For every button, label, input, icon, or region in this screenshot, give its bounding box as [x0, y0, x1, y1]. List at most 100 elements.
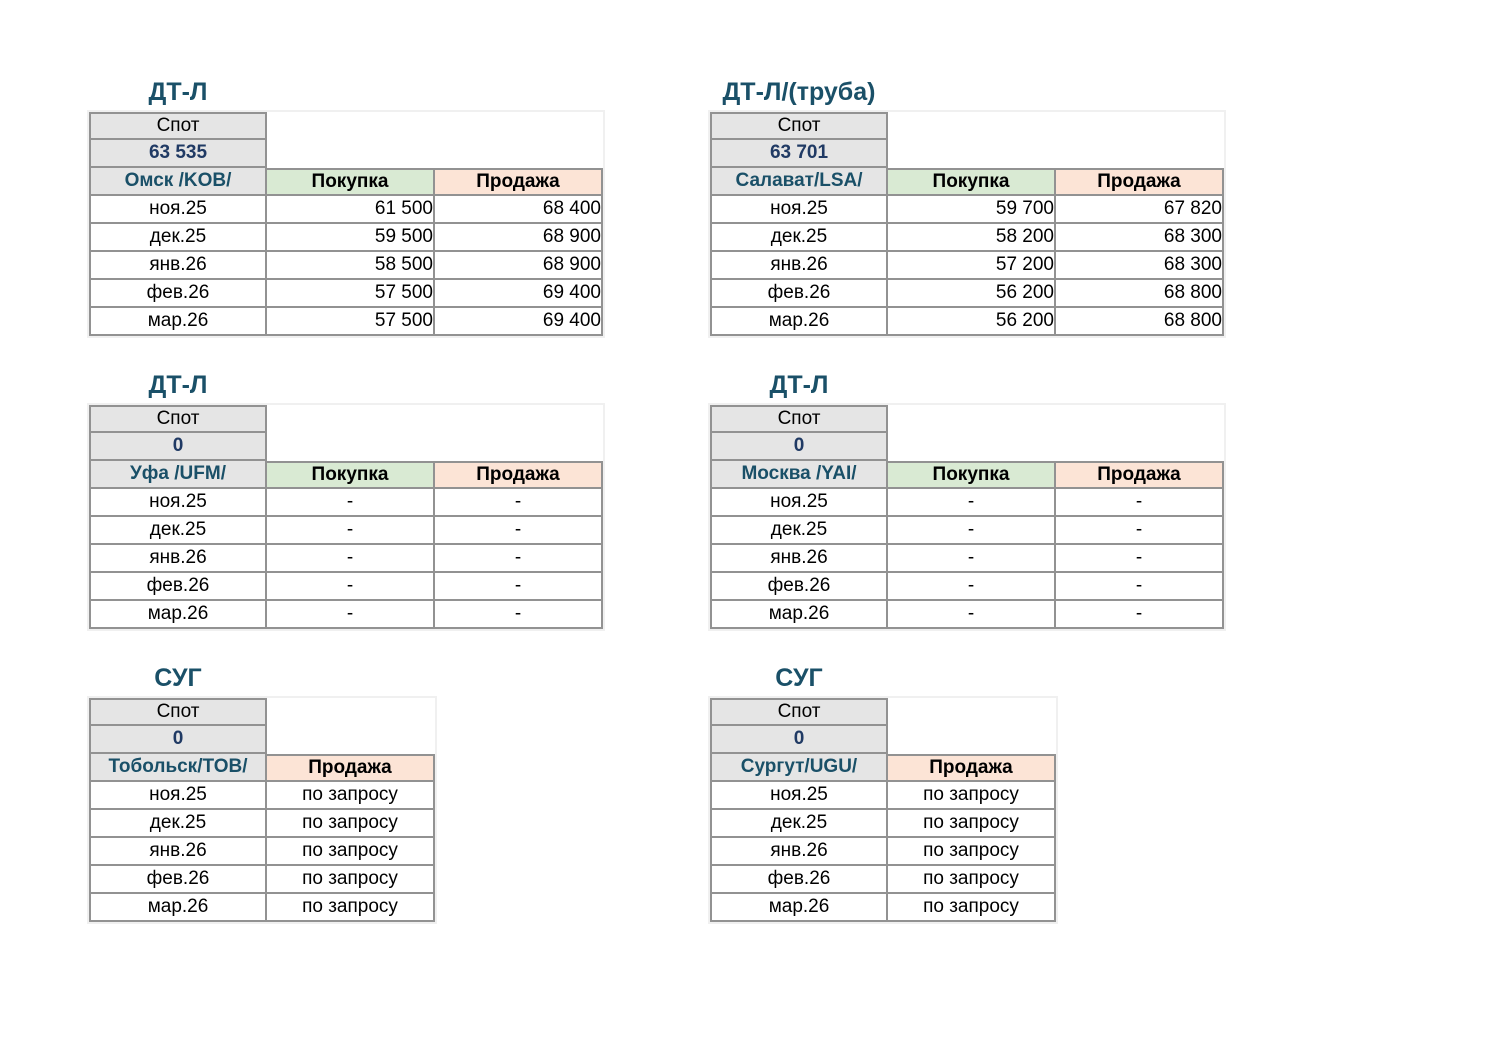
sell-price-cell: по запросу [267, 782, 435, 810]
buy-price-cell: - [888, 573, 1056, 601]
buy-price-cell: 59 500 [267, 224, 435, 252]
buy-price-cell: - [888, 545, 1056, 573]
table-row: янв.26 - - [710, 545, 1224, 573]
buy-price-cell: - [888, 517, 1056, 545]
sell-price-cell: - [1056, 573, 1224, 601]
sell-price-cell: 68 300 [1056, 224, 1224, 252]
spot-value-cell: 63 701 [710, 140, 888, 168]
empty-cell [888, 698, 1056, 726]
price-card-ufa: ДТ-Л Спот 0 Уфа /UFM/ Покупка Продажа но… [89, 371, 603, 629]
card-title: ДТ-Л [769, 371, 829, 399]
month-cell: дек.25 [710, 517, 888, 545]
price-table-ufa: Спот 0 Уфа /UFM/ Покупка Продажа ноя.25 … [89, 405, 603, 629]
spot-value-cell: 0 [89, 433, 267, 461]
sell-header-cell: Продажа [435, 461, 603, 489]
buy-header-cell: Покупка [888, 168, 1056, 196]
sell-price-cell: 67 820 [1056, 196, 1224, 224]
sell-price-cell: 68 900 [435, 224, 603, 252]
buy-price-cell: - [888, 489, 1056, 517]
buy-price-cell: 58 500 [267, 252, 435, 280]
empty-cell [267, 405, 603, 433]
sell-price-cell: - [1056, 601, 1224, 629]
empty-cell [267, 112, 603, 140]
empty-cell [888, 433, 1224, 461]
buy-price-cell: 57 500 [267, 280, 435, 308]
location-cell: Москва /YAI/ [710, 461, 888, 489]
spot-value-cell: 0 [710, 433, 888, 461]
sell-price-cell: - [1056, 545, 1224, 573]
buy-price-cell: - [267, 517, 435, 545]
sell-price-cell: - [435, 601, 603, 629]
month-cell: дек.25 [710, 810, 888, 838]
month-cell: ноя.25 [89, 196, 267, 224]
month-cell: фев.26 [89, 866, 267, 894]
table-row: ноя.25 - - [710, 489, 1224, 517]
price-card-salavat: ДТ-Л/(труба) Спот 63 701 Салават/LSA/ По… [710, 78, 1224, 336]
month-cell: дек.25 [89, 224, 267, 252]
month-cell: ноя.25 [89, 489, 267, 517]
month-cell: янв.26 [89, 545, 267, 573]
table-row: фев.26 по запросу [710, 866, 1056, 894]
table-row: ноя.25 по запросу [710, 782, 1056, 810]
buy-price-cell: 58 200 [888, 224, 1056, 252]
month-cell: мар.26 [89, 308, 267, 336]
location-cell: Салават/LSA/ [710, 168, 888, 196]
empty-cell [888, 405, 1224, 433]
sell-price-cell: по запросу [888, 810, 1056, 838]
empty-cell [267, 140, 603, 168]
sell-price-cell: 68 800 [1056, 308, 1224, 336]
month-cell: фев.26 [89, 280, 267, 308]
table-row: дек.25 59 500 68 900 [89, 224, 603, 252]
spot-value-cell: 0 [89, 726, 267, 754]
table-row: ноя.25 61 500 68 400 [89, 196, 603, 224]
month-cell: дек.25 [710, 224, 888, 252]
buy-header-cell: Покупка [267, 461, 435, 489]
sell-header-cell: Продажа [1056, 461, 1224, 489]
table-row: фев.26 56 200 68 800 [710, 280, 1224, 308]
buy-price-cell: 61 500 [267, 196, 435, 224]
buy-price-cell: - [888, 601, 1056, 629]
table-row: дек.25 - - [89, 517, 603, 545]
sell-price-cell: - [435, 489, 603, 517]
month-cell: ноя.25 [710, 489, 888, 517]
spot-label-cell: Спот [89, 698, 267, 726]
sell-price-cell: - [435, 573, 603, 601]
month-cell: янв.26 [710, 252, 888, 280]
month-cell: мар.26 [89, 894, 267, 922]
sell-price-cell: 68 800 [1056, 280, 1224, 308]
price-table-moskva: Спот 0 Москва /YAI/ Покупка Продажа ноя.… [710, 405, 1224, 629]
month-cell: дек.25 [89, 810, 267, 838]
sell-price-cell: по запросу [888, 894, 1056, 922]
month-cell: мар.26 [710, 601, 888, 629]
spot-label-cell: Спот [89, 405, 267, 433]
card-title: СУГ [775, 664, 823, 692]
month-cell: фев.26 [89, 573, 267, 601]
spot-label-cell: Спот [89, 112, 267, 140]
buy-price-cell: 56 200 [888, 280, 1056, 308]
empty-cell [267, 726, 435, 754]
month-cell: фев.26 [710, 573, 888, 601]
sell-price-cell: 69 400 [435, 280, 603, 308]
buy-price-cell: - [267, 573, 435, 601]
buy-price-cell: 59 700 [888, 196, 1056, 224]
empty-cell [888, 726, 1056, 754]
location-cell: Сургут/UGU/ [710, 754, 888, 782]
table-row: ноя.25 по запросу [89, 782, 435, 810]
sell-header-cell: Продажа [1056, 168, 1224, 196]
sell-price-cell: - [1056, 489, 1224, 517]
sell-price-cell: - [435, 517, 603, 545]
month-cell: ноя.25 [89, 782, 267, 810]
sell-header-cell: Продажа [888, 754, 1056, 782]
empty-cell [888, 140, 1224, 168]
sell-price-cell: 68 300 [1056, 252, 1224, 280]
card-title: ДТ-Л/(труба) [722, 78, 876, 106]
month-cell: янв.26 [710, 545, 888, 573]
table-row: мар.26 по запросу [89, 894, 435, 922]
month-cell: мар.26 [710, 894, 888, 922]
sell-price-cell: по запросу [888, 838, 1056, 866]
sell-price-cell: 68 900 [435, 252, 603, 280]
table-row: мар.26 - - [710, 601, 1224, 629]
sell-price-cell: по запросу [888, 866, 1056, 894]
buy-header-cell: Покупка [888, 461, 1056, 489]
table-row: фев.26 - - [710, 573, 1224, 601]
